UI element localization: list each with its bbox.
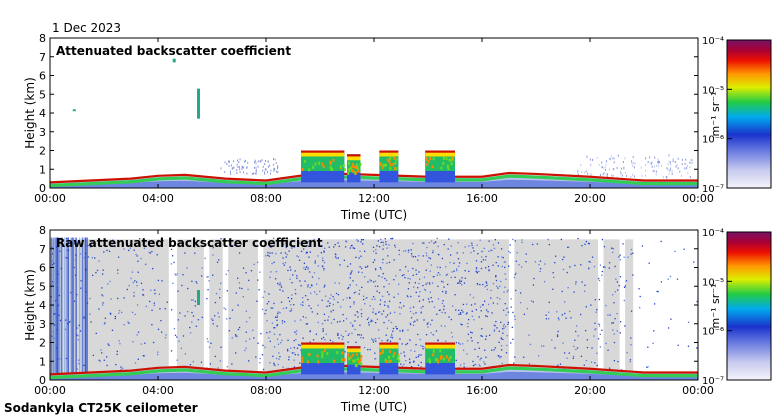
noise-gap bbox=[598, 230, 604, 380]
y-tick-label: 6 bbox=[39, 70, 46, 83]
x-tick-label: 20:00 bbox=[574, 384, 606, 397]
y-tick-label: 4 bbox=[39, 107, 46, 120]
noise-gap bbox=[619, 230, 626, 380]
y-tick-label: 2 bbox=[39, 337, 46, 350]
colorbar bbox=[726, 39, 772, 189]
colorbar-tick-label: 10⁻⁷ bbox=[702, 184, 724, 195]
x-axis-label: Time (UTC) bbox=[340, 400, 407, 414]
boundary-layer-top bbox=[50, 171, 698, 184]
x-tick-label: 08:00 bbox=[250, 384, 282, 397]
boundary-layer-top bbox=[50, 363, 698, 376]
y-tick-label: 7 bbox=[39, 243, 46, 256]
y-axis-label: Height (km) bbox=[23, 77, 37, 148]
cloud-layer bbox=[347, 346, 363, 375]
colorbar-tick-label: 10⁻⁴ bbox=[702, 228, 724, 239]
colorbar-unit-label: m⁻¹ sr⁻¹ bbox=[709, 284, 722, 329]
y-tick-label: 7 bbox=[39, 51, 46, 64]
x-axis-label: Time (UTC) bbox=[340, 208, 407, 222]
y-tick-label: 0 bbox=[39, 182, 46, 195]
x-tick-label: 12:00 bbox=[358, 384, 390, 397]
y-tick-label: 3 bbox=[39, 318, 46, 331]
y-axis-label: Height (km) bbox=[23, 269, 37, 340]
panel-2: 00:00 04:00 08:00 12:00 16:00 20:00 00:0001234… bbox=[23, 224, 772, 414]
x-tick-label: 20:00 bbox=[574, 192, 606, 205]
cloud-layer bbox=[425, 342, 455, 375]
instrument-label: Sodankyla CT25K ceilometer bbox=[4, 401, 198, 415]
colorbar-unit-label: m⁻¹ sr⁻¹ bbox=[709, 92, 722, 137]
isolated-echo bbox=[72, 109, 76, 112]
isolated-echo bbox=[197, 88, 200, 119]
y-tick-label: 0 bbox=[39, 374, 46, 387]
x-tick-label: 08:00 bbox=[250, 192, 282, 205]
noise-gap bbox=[168, 230, 177, 380]
x-tick-label: 00:00 bbox=[34, 384, 66, 397]
colorbar-tick-label: 10⁻⁴ bbox=[702, 36, 724, 47]
y-tick-label: 5 bbox=[39, 280, 46, 293]
panel-title: Raw attenuated backscatter coefficient bbox=[56, 236, 323, 250]
x-tick-label: 04:00 bbox=[142, 192, 174, 205]
noise-gap bbox=[203, 230, 210, 380]
y-tick-label: 6 bbox=[39, 262, 46, 275]
x-tick-label: 04:00 bbox=[142, 384, 174, 397]
x-tick-label: 00:00 bbox=[682, 192, 714, 205]
cloud-layer bbox=[301, 150, 346, 183]
panel-title: Attenuated backscatter coefficient bbox=[56, 44, 291, 58]
isolated-echo bbox=[172, 58, 176, 63]
noise-gap bbox=[222, 230, 229, 380]
date-label: 1 Dec 2023 bbox=[52, 21, 122, 35]
x-tick-label: 12:00 bbox=[358, 192, 390, 205]
y-tick-label: 8 bbox=[39, 224, 46, 237]
y-tick-label: 3 bbox=[39, 126, 46, 139]
cloud-layer bbox=[347, 154, 362, 183]
plot-area-2 bbox=[50, 230, 698, 380]
y-tick-label: 8 bbox=[39, 32, 46, 45]
colorbar bbox=[726, 231, 772, 381]
y-tick-label: 2 bbox=[39, 145, 46, 158]
panel-1: 00:00 04:00 08:00 12:00 16:00 20:00 00:0001234… bbox=[23, 32, 772, 222]
y-tick-label: 4 bbox=[39, 299, 46, 312]
colorbar-tick-label: 10⁻⁷ bbox=[702, 376, 724, 387]
noise-gap bbox=[509, 230, 515, 380]
noise-gap bbox=[257, 230, 264, 380]
colorbar-tick-label: 10⁻⁵ bbox=[702, 277, 724, 288]
y-tick-label: 1 bbox=[39, 163, 46, 176]
x-tick-label: 00:00 bbox=[34, 192, 66, 205]
plot-area-1 bbox=[50, 38, 698, 188]
colorbar-tick-label: 10⁻⁶ bbox=[702, 135, 724, 146]
x-tick-label: 16:00 bbox=[466, 384, 498, 397]
x-tick-label: 00:00 bbox=[682, 384, 714, 397]
cloud-layer bbox=[301, 342, 346, 375]
isolated-echo bbox=[197, 290, 200, 305]
colorbar-tick-label: 10⁻⁶ bbox=[702, 327, 724, 338]
y-tick-label: 1 bbox=[39, 355, 46, 368]
x-tick-label: 16:00 bbox=[466, 192, 498, 205]
cloud-layer bbox=[379, 150, 399, 183]
cloud-layer bbox=[425, 150, 455, 183]
colorbar-tick-label: 10⁻⁵ bbox=[702, 85, 724, 96]
cloud-layer bbox=[379, 342, 401, 375]
noise-gap bbox=[633, 230, 698, 380]
y-tick-label: 5 bbox=[39, 88, 46, 101]
